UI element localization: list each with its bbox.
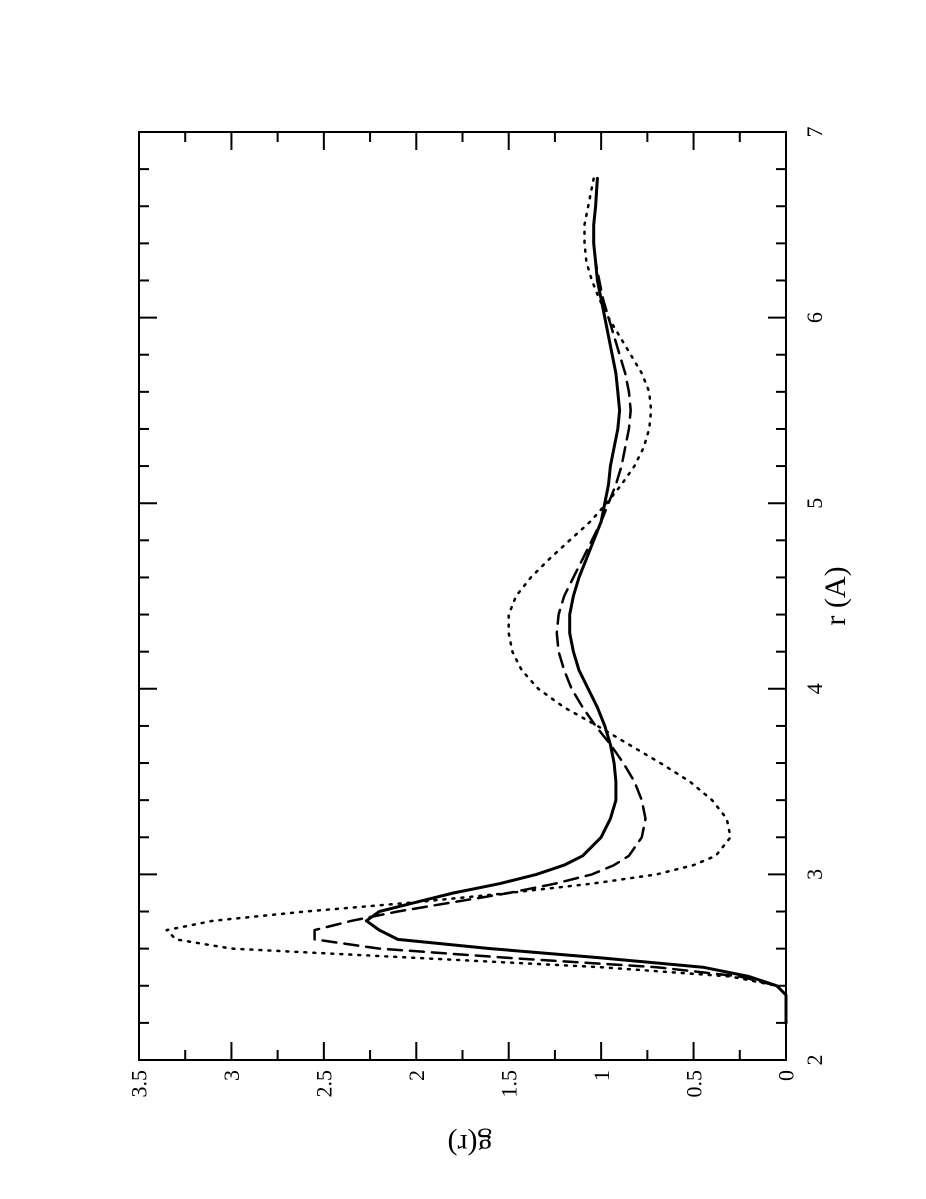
series-dashed-line <box>313 177 788 1025</box>
g-tick-label: 1 <box>589 1070 614 1081</box>
r-tick-label: 4 <box>802 683 827 694</box>
g-tick-label: 3.5 <box>127 1070 152 1098</box>
r-tick-label: 5 <box>802 498 827 509</box>
y-axis-title: g(r) <box>448 1128 493 1161</box>
g-tick-label: 0 <box>774 1070 799 1081</box>
series-solid-line <box>364 176 788 1025</box>
axis-tick-labels: 2 3 4 5 6 7 0 0.5 1 1.5 2 2.5 3 3.5 <box>127 127 827 1098</box>
plot-frame <box>138 131 787 1061</box>
series-dotted-line <box>165 177 788 1025</box>
r-tick-label: 2 <box>802 1055 827 1066</box>
data-series <box>165 176 788 1025</box>
r-tick-label: 6 <box>802 312 827 323</box>
g-tick-label: 1.5 <box>496 1070 521 1098</box>
g-tick-label: 2.5 <box>312 1070 337 1098</box>
g-tick-label: 2 <box>404 1070 429 1081</box>
g-tick-label: 0.5 <box>681 1070 706 1098</box>
g-tick-label: 3 <box>219 1070 244 1081</box>
axis-ticks <box>138 131 787 1061</box>
r-tick-label: 3 <box>802 869 827 880</box>
x-axis-title: r (A) <box>819 566 852 625</box>
r-tick-label: 7 <box>802 127 827 138</box>
